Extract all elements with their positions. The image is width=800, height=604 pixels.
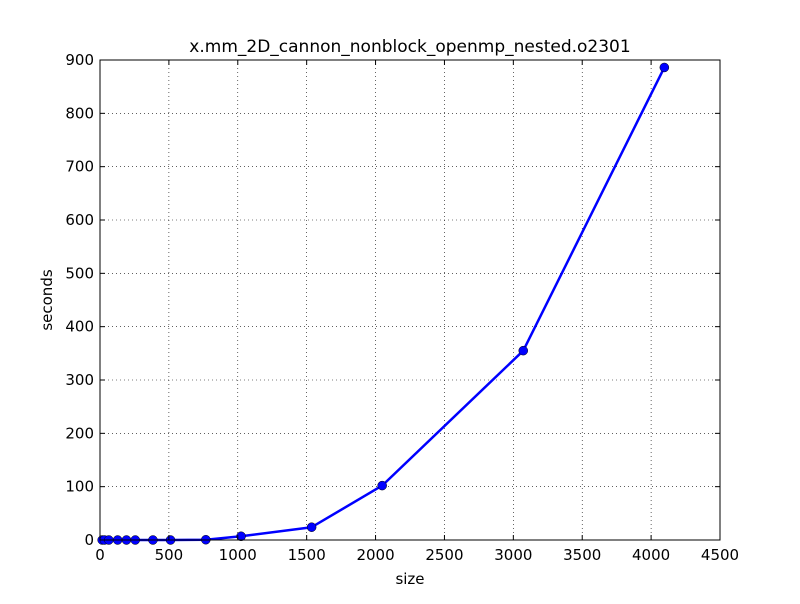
y-tick-label: 500 [65,264,94,282]
x-tick-label: 3500 [563,546,601,564]
y-tick-label: 800 [65,104,94,122]
y-tick-label: 400 [65,318,94,336]
chart-title: x.mm_2D_cannon_nonblock_openmp_nested.o2… [189,37,630,57]
x-tick-label: 1500 [288,546,326,564]
y-tick-label: 200 [65,424,94,442]
data-point [659,62,670,73]
y-tick-label: 700 [65,158,94,176]
y-tick-label: 0 [84,531,94,549]
x-tick-label: 4000 [632,546,670,564]
x-tick-label: 500 [155,546,184,564]
ticks: 0 500 1000 1500 2000 2500 3000 3500 4000 4500 0 100… [65,51,739,564]
y-axis-label: seconds [38,269,56,330]
plot-frame [99,59,721,541]
grid [100,60,720,540]
data-point [236,531,246,542]
x-tick-label: 4500 [701,546,739,564]
y-tick-label: 100 [65,478,94,496]
x-tick-label: 2000 [356,546,394,564]
x-tick-label: 0 [95,546,105,564]
x-tick-label: 3000 [494,546,532,564]
data-point [306,522,317,532]
x-tick-label: 1000 [219,546,257,564]
data-point [377,480,387,491]
y-tick-label: 900 [65,51,94,69]
x-axis-label: size [395,570,424,588]
y-tick-label: 300 [65,371,94,389]
x-tick-label: 2500 [425,546,463,564]
data-point [518,345,529,356]
y-tick-label: 600 [65,211,94,229]
